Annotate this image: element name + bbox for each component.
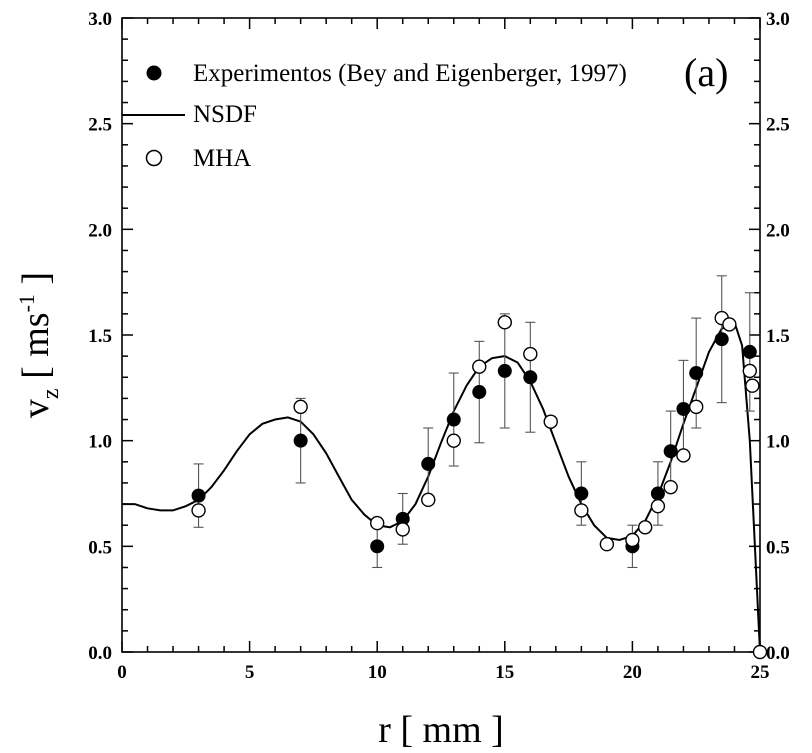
y-tick-label: 0.5: [88, 537, 112, 558]
point-mha: [293, 399, 308, 415]
point-mha: [395, 522, 410, 537]
x-tick-label: 25: [751, 662, 770, 683]
y-tick-label-right: 0.5: [766, 537, 790, 558]
y-axis-title-bracket-open: [ ms: [15, 312, 57, 379]
point-mha: [191, 503, 206, 518]
y-tick-label: 2.0: [88, 220, 112, 241]
y-axis-title-sup: -1: [14, 294, 39, 312]
legend-label-experimentos: Experimentos (Bey and Eigenberger, 1997): [193, 60, 627, 87]
y-axis-title-main: v: [15, 399, 57, 418]
point-mha: [676, 448, 691, 463]
point-mha: [421, 492, 436, 508]
point-mha: [599, 537, 615, 552]
x-axis-title: r [ mm ]: [378, 709, 504, 751]
y-tick-label-right: 1.0: [766, 432, 790, 453]
y-ticks: 0.0 0.0 0.5 0.5 1.0 1.0 1.5 1.5 2.0 2.0 2.5 2.5 3.0 3…: [88, 9, 790, 664]
point-experimentos: [650, 486, 665, 501]
legend-label-mha: MHA: [193, 145, 251, 172]
point-experimentos: [742, 344, 757, 359]
point-mha: [745, 378, 760, 393]
point-mha: [574, 503, 589, 518]
point-mha: [472, 359, 487, 374]
point-experimentos: [472, 385, 487, 400]
panel-label: (a): [684, 50, 728, 95]
point-experimentos: [523, 370, 538, 385]
y-tick-label-right: 2.5: [766, 115, 790, 136]
point-experimentos: [497, 363, 512, 378]
point-experimentos: [689, 366, 704, 381]
point-experimentos: [293, 433, 308, 448]
y-tick-label-right: 1.5: [766, 326, 790, 347]
point-mha: [523, 346, 538, 362]
y-tick-label-right: 2.0: [766, 220, 790, 241]
point-mha: [625, 532, 640, 548]
point-experimentos: [370, 539, 385, 554]
point-mha: [543, 414, 558, 429]
point-experimentos: [446, 412, 461, 427]
point-mha: [722, 317, 737, 332]
point-mha: [663, 479, 678, 495]
point-mha: [650, 498, 666, 514]
point-experimentos: [395, 511, 410, 526]
y-axis-title-bracket-close: ]: [15, 272, 57, 285]
x-tick-label: 5: [245, 662, 255, 683]
point-experimentos: [421, 456, 436, 471]
point-mha: [689, 399, 704, 415]
svg-text:vz [ ms-1 ]: vz [ ms-1 ]: [14, 272, 64, 418]
x-tick-label: 10: [368, 662, 387, 683]
point-mha: [637, 520, 653, 535]
legend: Experimentos (Bey and Eigenberger, 1997)…: [122, 60, 627, 172]
y-axis-title: vz [ ms-1 ]: [14, 272, 64, 418]
series-layer: [122, 275, 768, 660]
x-tick-label: 15: [495, 662, 514, 683]
point-experimentos: [574, 486, 589, 501]
y-tick-label: 1.5: [88, 326, 112, 347]
y-tick-label-right: 0.0: [766, 643, 790, 664]
point-mha: [752, 644, 768, 660]
point-experimentos: [191, 488, 206, 503]
point-experimentos: [676, 401, 691, 416]
y-tick-label: 2.5: [88, 115, 112, 136]
x-ticks: 0 5 10 15 20 25: [117, 18, 770, 683]
legend-label-nsdf: NSDF: [193, 101, 257, 128]
point-experimentos: [663, 444, 678, 459]
legend-marker-mha: [145, 149, 163, 167]
legend-marker-experimentos: [146, 65, 162, 81]
y-tick-label: 3.0: [88, 9, 112, 30]
y-tick-label: 1.0: [88, 432, 112, 453]
x-tick-label: 0: [117, 662, 127, 683]
point-mha: [497, 315, 512, 330]
point-mha: [446, 433, 461, 448]
y-axis-title-sub: z: [38, 388, 64, 399]
point-mha: [370, 515, 385, 531]
y-tick-label: 0.0: [88, 643, 112, 664]
point-mha: [742, 363, 757, 379]
x-tick-label: 20: [623, 662, 642, 683]
point-experimentos: [714, 332, 729, 347]
y-tick-label-right: 3.0: [766, 9, 790, 30]
